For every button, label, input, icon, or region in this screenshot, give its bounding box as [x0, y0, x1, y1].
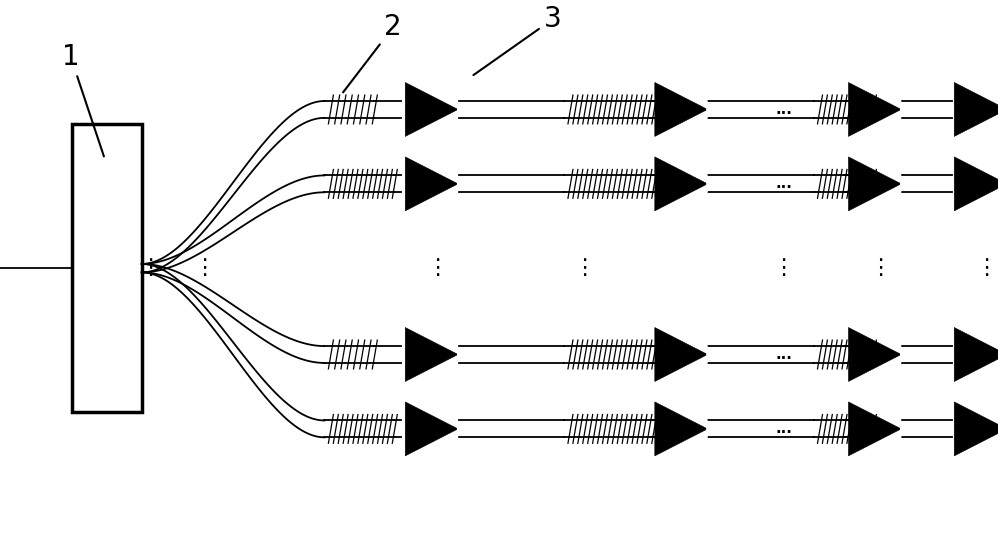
Polygon shape	[655, 157, 708, 211]
Polygon shape	[848, 82, 901, 136]
Text: ...: ...	[775, 347, 792, 362]
Text: 3: 3	[473, 5, 562, 75]
Text: ⋮: ⋮	[772, 258, 795, 278]
Polygon shape	[848, 157, 901, 211]
Text: ⋮: ⋮	[975, 258, 997, 278]
Polygon shape	[954, 157, 1000, 211]
Polygon shape	[405, 157, 458, 211]
Bar	[72, 124, 142, 412]
Polygon shape	[954, 327, 1000, 381]
Polygon shape	[405, 402, 458, 456]
Text: 1: 1	[62, 43, 104, 156]
Text: ⋮: ⋮	[426, 258, 448, 278]
Text: ⋮: ⋮	[139, 258, 161, 278]
Text: ⋮: ⋮	[869, 258, 892, 278]
Polygon shape	[655, 402, 708, 456]
Polygon shape	[954, 82, 1000, 136]
Polygon shape	[848, 402, 901, 456]
Polygon shape	[954, 402, 1000, 456]
Text: ...: ...	[775, 176, 792, 192]
Polygon shape	[848, 327, 901, 381]
Text: ...: ...	[775, 102, 792, 117]
Text: 2: 2	[343, 13, 402, 93]
Text: ...: ...	[775, 421, 792, 437]
Polygon shape	[405, 327, 458, 381]
Polygon shape	[655, 82, 708, 136]
Text: ⋮: ⋮	[194, 258, 216, 278]
Text: ⋮: ⋮	[573, 258, 595, 278]
Polygon shape	[405, 82, 458, 136]
Polygon shape	[655, 327, 708, 381]
